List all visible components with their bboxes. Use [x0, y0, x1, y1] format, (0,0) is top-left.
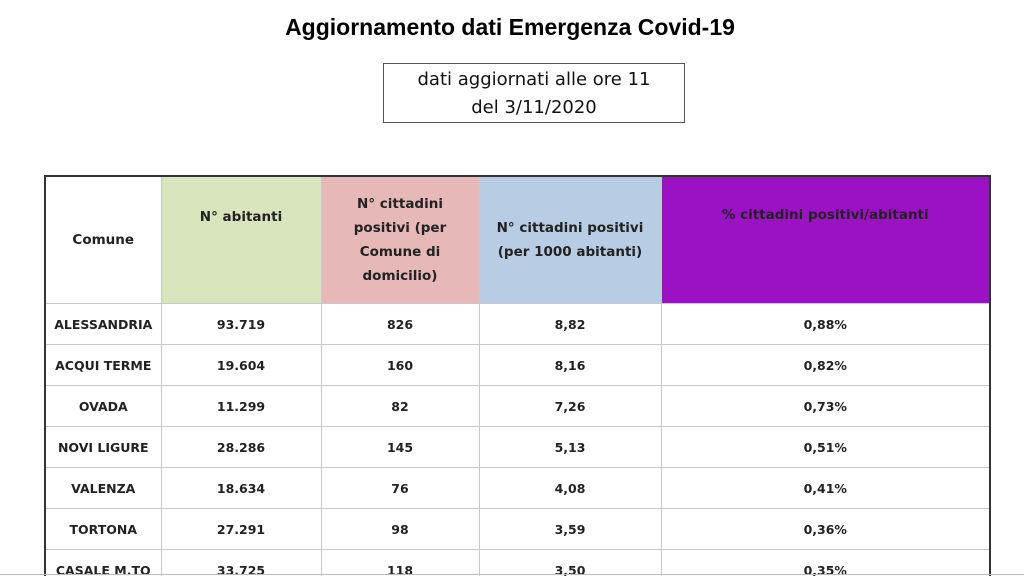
table-row: OVADA 11.299 82 7,26 0,73% — [44, 385, 991, 427]
table-cell: 7,26 — [478, 385, 662, 427]
table-cell: 28.286 — [160, 426, 322, 468]
table-cell: ACQUI TERME — [44, 344, 162, 386]
column-header: N° abitanti — [160, 175, 322, 304]
table-cell: 145 — [320, 426, 480, 468]
table-cell: 18.634 — [160, 467, 322, 509]
subtitle-box: dati aggiornati alle ore 11 del 3/11/202… — [383, 63, 685, 123]
table-row: ACQUI TERME 19.604 160 8,16 0,82% — [44, 344, 991, 386]
table-cell: 5,13 — [478, 426, 662, 468]
column-header: % cittadini positivi/abitanti — [660, 175, 991, 304]
table-cell: 3,59 — [478, 508, 662, 550]
table-cell: 8,82 — [478, 303, 662, 345]
table-cell: 98 — [320, 508, 480, 550]
table-cell: 8,16 — [478, 344, 662, 386]
table-cell: ALESSANDRIA — [44, 303, 162, 345]
table-cell: NOVI LIGURE — [44, 426, 162, 468]
table-cell: 27.291 — [160, 508, 322, 550]
column-header: N° cittadini positivi (per 1000 abitanti… — [478, 175, 662, 304]
table-cell: 33.725 — [160, 549, 322, 576]
table-cell: TORTONA — [44, 508, 162, 550]
table-cell: CASALE M.TO — [44, 549, 162, 576]
column-header: N° cittadini positivi (per Comune di dom… — [320, 175, 480, 304]
title: Aggiornamento dati Emergenza Covid-19 — [285, 14, 735, 40]
table-row: TORTONA 27.291 98 3,59 0,36% — [44, 508, 991, 550]
table-row: VALENZA 18.634 76 4,08 0,41% — [44, 467, 991, 509]
table-cell: 19.604 — [160, 344, 322, 386]
header-row: Comune N° abitanti N° cittadini positivi (… — [44, 175, 991, 304]
table-cell: 0,35% — [660, 549, 991, 576]
subtitle-line: del 3/11/2020 — [471, 97, 597, 118]
data-table: Comune N° abitanti N° cittadini positivi (… — [44, 175, 991, 576]
table-cell: 118 — [320, 549, 480, 576]
table-cell: 93.719 — [160, 303, 322, 345]
table-cell: 11.299 — [160, 385, 322, 427]
table-cell: 0,36% — [660, 508, 991, 550]
table-cell: 76 — [320, 467, 480, 509]
table-cell: OVADA — [44, 385, 162, 427]
table-row: CASALE M.TO 33.725 118 3,50 0,35% — [44, 549, 991, 576]
table-cell: 0,41% — [660, 467, 991, 509]
table-row: NOVI LIGURE 28.286 145 5,13 0,51% — [44, 426, 991, 468]
table-cell: 4,08 — [478, 467, 662, 509]
table-cell: VALENZA — [44, 467, 162, 509]
table-cell: 0,88% — [660, 303, 991, 345]
table-cell: 0,82% — [660, 344, 991, 386]
subtitle-line: dati aggiornati alle ore 11 — [417, 69, 651, 90]
divider — [0, 574, 1024, 575]
table-cell: 3,50 — [478, 549, 662, 576]
table-cell: 160 — [320, 344, 480, 386]
table-row: ALESSANDRIA 93.719 826 8,82 0,88% — [44, 303, 991, 345]
table-cell: 826 — [320, 303, 480, 345]
table-cell: 0,73% — [660, 385, 991, 427]
table-cell: 0,51% — [660, 426, 991, 468]
table-cell: 82 — [320, 385, 480, 427]
column-header: Comune — [44, 175, 162, 304]
